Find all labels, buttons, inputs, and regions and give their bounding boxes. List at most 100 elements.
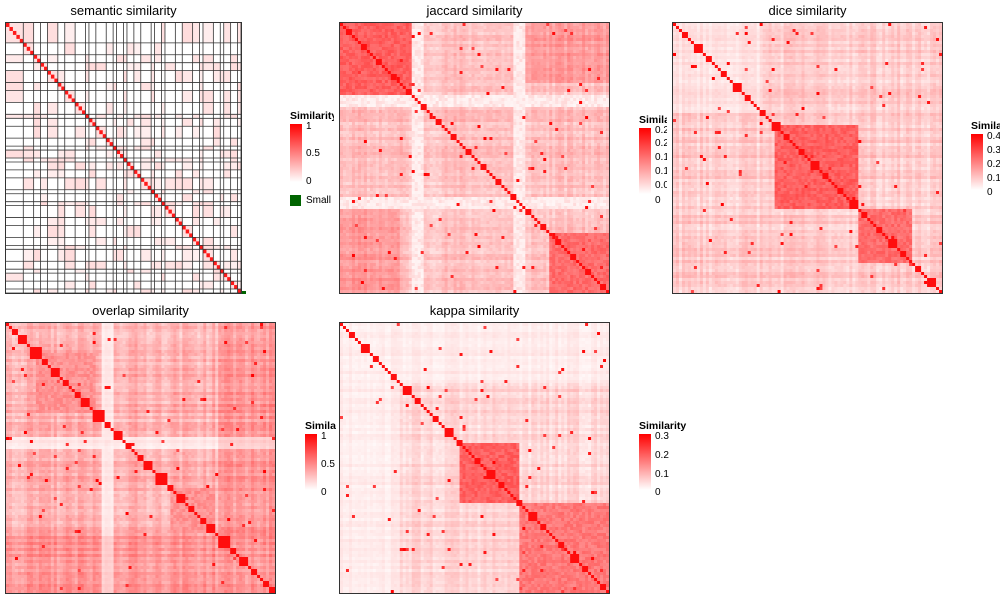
heatmap-cell (477, 122, 481, 126)
heatmap-cell (603, 149, 607, 153)
heatmap-cell (513, 155, 517, 159)
heatmap-cell (576, 128, 580, 132)
heatmap-cell (423, 140, 428, 144)
heatmap-cell (537, 80, 541, 84)
heatmap-cell (375, 164, 380, 168)
heatmap-cell (402, 152, 407, 156)
heatmap-cell (531, 47, 535, 51)
heatmap-block (199, 177, 203, 190)
heatmap-cell (606, 26, 609, 30)
heatmap-cell (606, 62, 609, 66)
heatmap-cell (597, 77, 601, 81)
heatmap-cell (531, 29, 535, 33)
heatmap-cell (492, 50, 496, 54)
heatmap-cell (444, 74, 448, 78)
heatmap-cell (513, 116, 517, 120)
heatmap-cell (519, 86, 523, 90)
legend-colorbar (290, 124, 302, 182)
heatmap-cell (372, 86, 377, 90)
heatmap-block (140, 138, 152, 147)
heatmap-cell (435, 89, 440, 93)
heatmap-cell (450, 104, 454, 108)
heatmap-diagonal-cell (220, 269, 224, 274)
heatmap-cell (588, 47, 592, 51)
heatmap-cell (543, 152, 547, 156)
heatmap-cell (531, 86, 535, 90)
heatmap-cell (567, 50, 571, 54)
heatmap-cell (564, 128, 568, 132)
heatmap-cell (486, 140, 490, 144)
heatmap-cell (468, 110, 472, 114)
heatmap-block (6, 70, 24, 83)
heatmap-cell (375, 170, 380, 174)
heatmap-cell (340, 86, 344, 90)
heatmap-cell (603, 110, 607, 114)
heatmap-cell (606, 101, 609, 105)
heatmap-cell (495, 125, 499, 129)
heatmap-cell (579, 32, 583, 36)
heatmap-cell (348, 164, 353, 168)
heatmap-cell (363, 32, 368, 36)
heatmap-cell (459, 125, 463, 129)
heatmap-cell (387, 47, 392, 51)
heatmap-block (154, 150, 162, 158)
heatmap-cell (546, 158, 550, 162)
heatmap-cell (456, 35, 460, 39)
heatmap-cell (597, 80, 601, 84)
heatmap-cell (525, 86, 529, 90)
heatmap-block (133, 201, 141, 206)
heatmap-cell (456, 122, 460, 126)
heatmap-cell (462, 119, 466, 123)
heatmap-cell (549, 50, 553, 54)
heatmap-cell (399, 143, 404, 147)
heatmap-cell (372, 158, 377, 162)
heatmap-cell (513, 119, 517, 123)
heatmap-cell (387, 35, 392, 39)
heatmap-cell (426, 26, 431, 30)
heatmap-cell (441, 146, 446, 150)
heatmap-cell (549, 140, 553, 144)
heatmap-cell (474, 77, 478, 81)
heatmap-cell (450, 152, 454, 156)
heatmap-cell (340, 143, 344, 147)
heatmap-cell (465, 56, 469, 60)
heatmap-cell (423, 137, 428, 141)
heatmap-cell (357, 155, 362, 159)
heatmap-cell (351, 164, 356, 168)
heatmap-cell (492, 146, 496, 150)
heatmap-cell (561, 140, 565, 144)
heatmap-cell (606, 47, 609, 51)
heatmap-cell (534, 134, 538, 138)
heatmap-cell (510, 158, 514, 162)
heatmap-cell (558, 77, 562, 81)
heatmap-cell (603, 62, 607, 66)
heatmap-cell (441, 71, 446, 75)
heatmap-cell (438, 167, 443, 171)
heatmap-cell (507, 116, 511, 120)
heatmap-cell (513, 140, 517, 144)
heatmap-cell (342, 113, 347, 117)
heatmap-cell (459, 131, 463, 135)
heatmap-cell (516, 41, 520, 45)
heatmap-cell (588, 56, 592, 60)
heatmap-cell (369, 38, 374, 42)
heatmap-cell (570, 32, 574, 36)
heatmap-cell (591, 113, 595, 117)
heatmap-cell (369, 41, 374, 45)
heatmap-cell (468, 41, 472, 45)
heatmap-cell (558, 128, 562, 132)
heatmap-block (57, 150, 65, 158)
heatmap-cell (372, 29, 377, 33)
heatmap-cell (348, 173, 353, 177)
heatmap-cell (432, 47, 437, 51)
heatmap-cell (483, 122, 487, 126)
heatmap-cell (441, 152, 446, 156)
heatmap-cell (438, 89, 443, 93)
heatmap-cell (576, 113, 580, 117)
heatmap-cell (537, 23, 541, 27)
heatmap-cell (579, 152, 583, 156)
heatmap-cell (363, 137, 368, 141)
heatmap-cell (450, 143, 454, 147)
heatmap-cell (477, 62, 481, 66)
heatmap-cell (354, 89, 359, 93)
